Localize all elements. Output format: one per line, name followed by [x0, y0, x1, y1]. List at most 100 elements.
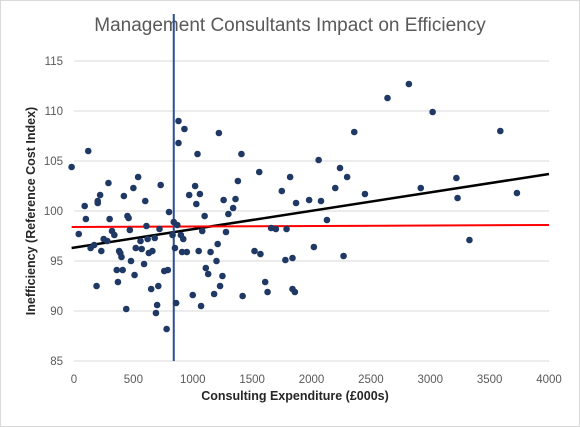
data-point [165, 208, 173, 216]
data-point [93, 282, 100, 290]
data-point [143, 222, 150, 230]
data-point [172, 299, 180, 307]
data-point [291, 288, 299, 296]
data-point [283, 225, 290, 233]
x-tick-label: 3500 [477, 374, 503, 386]
y-axis-title: Inefficiency (Reference Cost Index) [24, 107, 38, 315]
data-point [174, 221, 181, 229]
data-point [198, 227, 206, 235]
data-point [229, 204, 237, 212]
data-point [232, 195, 239, 203]
data-point [103, 237, 111, 245]
data-point [497, 127, 504, 135]
data-point [149, 247, 156, 255]
y-tick-label: 115 [45, 56, 63, 68]
data-point [171, 244, 179, 252]
x-tick-label: 500 [124, 374, 143, 386]
data-point [185, 191, 193, 199]
x-axis-title: Consulting Expenditure (£000s) [201, 389, 389, 403]
data-point [178, 248, 186, 256]
data-point [126, 226, 134, 234]
data-point [125, 214, 132, 222]
data-point [264, 288, 271, 296]
data-point [453, 174, 460, 182]
data-point [98, 247, 105, 255]
data-point [122, 305, 130, 313]
data-point [193, 200, 200, 208]
data-point [130, 184, 137, 192]
data-point [207, 248, 214, 256]
data-point [189, 291, 197, 299]
x-tick-label: 2000 [299, 374, 325, 386]
data-point [292, 199, 300, 207]
data-point [350, 128, 358, 136]
data-point [513, 189, 521, 197]
data-point [219, 272, 226, 280]
reference-line [71, 224, 550, 228]
data-point [282, 256, 289, 264]
overlay-lines [71, 14, 550, 361]
tick-labels: 85 90 95 100 105 110 115 0 500 1000 1500 2000 2500 30… [44, 56, 562, 386]
y-tick-label: 90 [50, 306, 63, 318]
data-point [257, 250, 264, 258]
data-point [384, 94, 391, 102]
data-point [214, 240, 221, 248]
data-point [238, 150, 245, 158]
data-point [164, 266, 172, 274]
data-point [213, 257, 220, 265]
data-point [343, 173, 351, 181]
data-point [169, 231, 176, 239]
data-point [278, 187, 286, 195]
data-point [255, 168, 263, 176]
y-tick-label: 105 [44, 156, 63, 168]
data-point [261, 278, 269, 286]
data-point [183, 248, 191, 256]
data-point [272, 225, 280, 233]
data-point [118, 253, 125, 261]
data-point [454, 194, 461, 202]
trend-line [71, 172, 550, 250]
data-point [305, 196, 313, 204]
x-tick-label: 0 [71, 374, 77, 386]
data-point [323, 216, 331, 224]
data-point [111, 231, 118, 239]
data-point [405, 80, 413, 88]
data-point [210, 290, 218, 298]
data-point [336, 164, 344, 172]
data-point [361, 190, 369, 198]
data-point [175, 139, 182, 147]
data-point [140, 260, 148, 268]
data-point [429, 108, 436, 116]
data-point [195, 247, 202, 255]
data-point [157, 181, 164, 189]
data-point [114, 278, 122, 286]
data-point [222, 228, 230, 236]
data-point [155, 282, 162, 290]
data-point [197, 302, 205, 310]
data-point [331, 184, 339, 192]
data-point [163, 325, 170, 333]
data-point [286, 173, 294, 181]
data-point [94, 197, 102, 205]
data-point [106, 215, 113, 223]
data-point [315, 156, 322, 164]
data-point [202, 264, 210, 272]
data-point [120, 192, 128, 200]
x-tick-label: 2500 [358, 374, 384, 386]
data-point [113, 266, 121, 274]
data-point [194, 150, 201, 158]
data-point [131, 271, 138, 279]
data-point [119, 266, 126, 274]
data-point [191, 182, 199, 190]
data-point [75, 230, 83, 238]
y-tick-label: 95 [50, 256, 63, 268]
x-tick-label: 1000 [180, 374, 206, 386]
data-point [153, 301, 161, 309]
data-point [138, 245, 145, 253]
data-point [417, 184, 425, 192]
y-tick-label: 110 [45, 106, 63, 118]
data-point [251, 247, 258, 255]
data-point [220, 196, 227, 204]
data-point [239, 292, 246, 300]
data-point [317, 197, 325, 205]
